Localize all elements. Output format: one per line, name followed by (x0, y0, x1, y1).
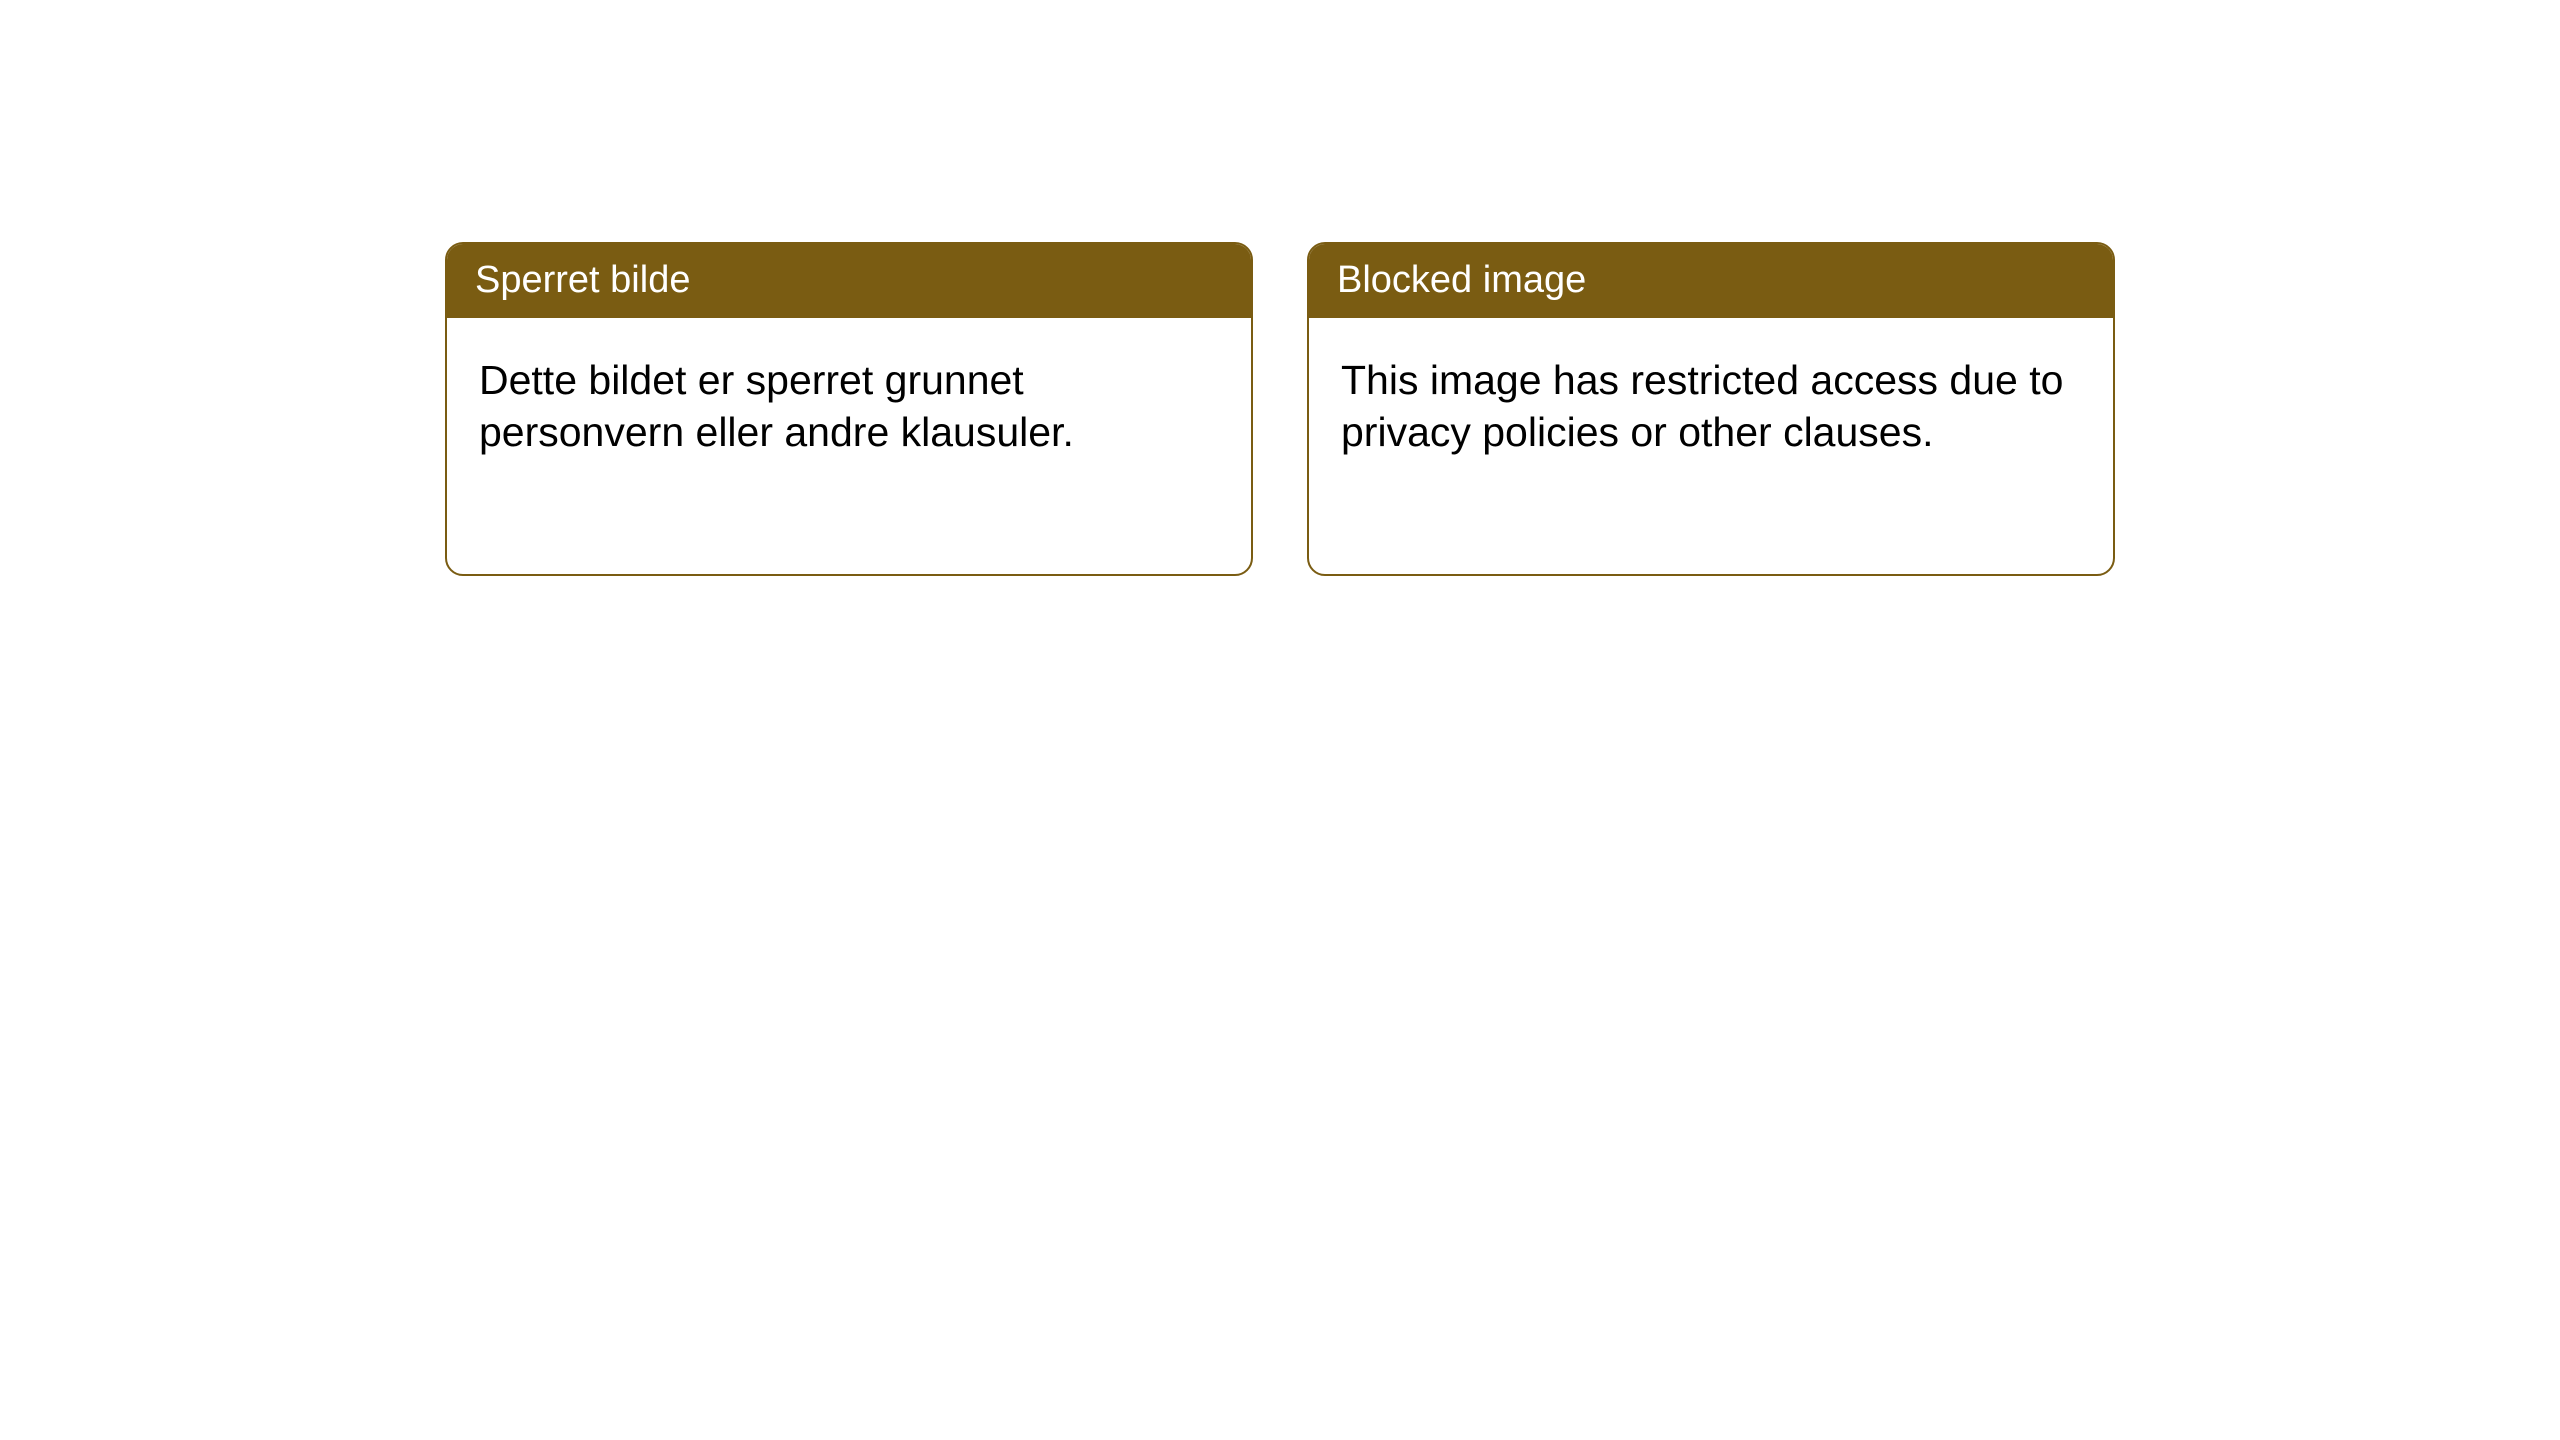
card-title-en: Blocked image (1309, 244, 2113, 318)
blocked-image-card-no: Sperret bilde Dette bildet er sperret gr… (445, 242, 1253, 576)
card-title-no: Sperret bilde (447, 244, 1251, 318)
card-body-no: Dette bildet er sperret grunnet personve… (447, 318, 1251, 495)
blocked-image-panels: Sperret bilde Dette bildet er sperret gr… (445, 242, 2115, 1440)
card-body-en: This image has restricted access due to … (1309, 318, 2113, 495)
blocked-image-card-en: Blocked image This image has restricted … (1307, 242, 2115, 576)
